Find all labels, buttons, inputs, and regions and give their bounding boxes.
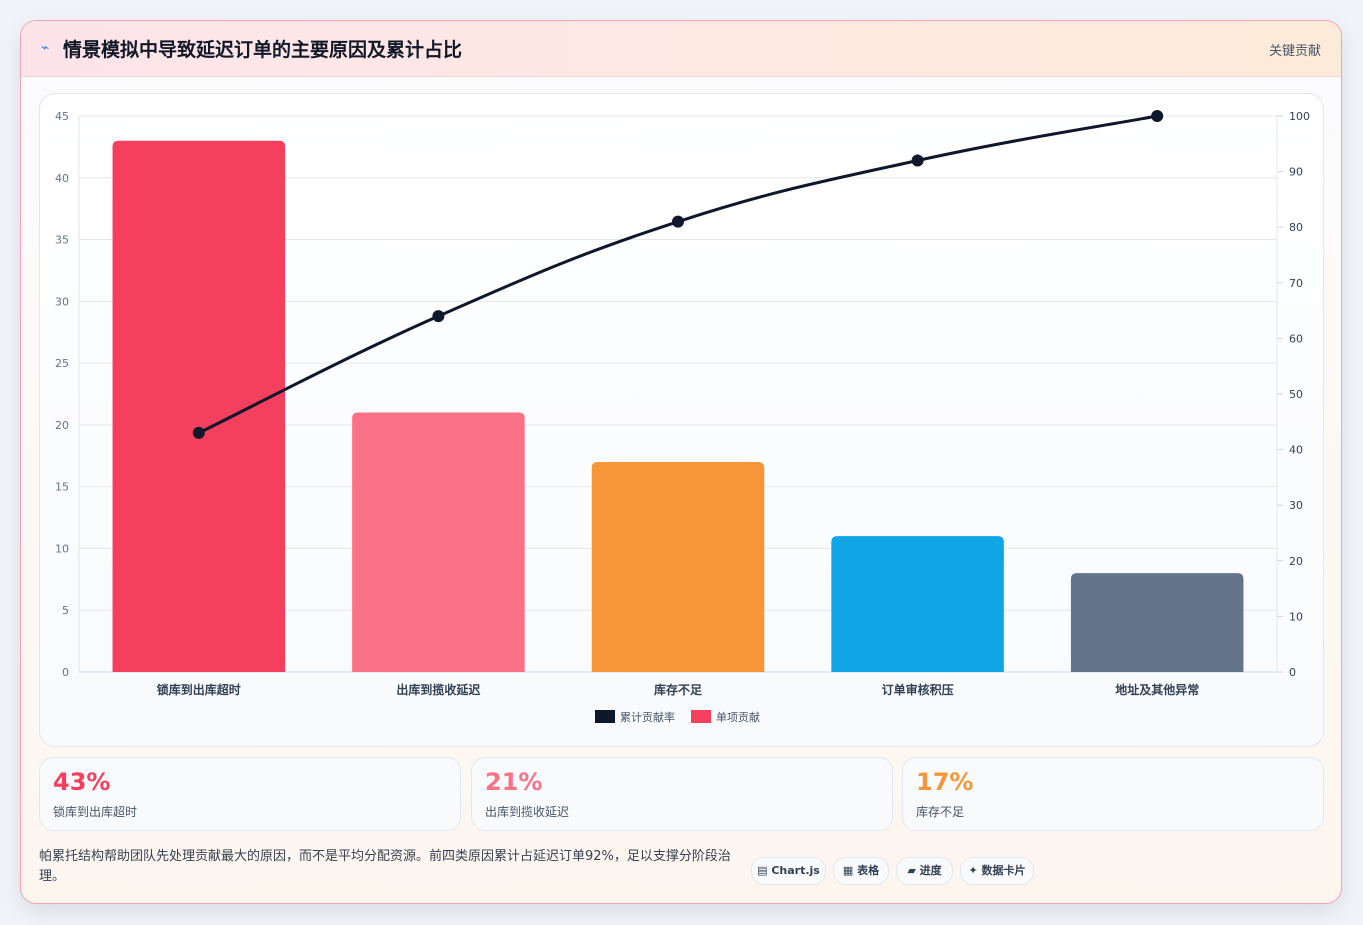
- summary-note: 帕累托结构帮助团队先处理贡献最大的原因，而不是平均分配资源。前四类原因累计占延迟…: [39, 849, 731, 884]
- cumulative-point-2: [432, 310, 445, 323]
- card-title: 情景模拟中导致延迟订单的主要原因及累计占比: [63, 39, 463, 61]
- chart-container: 0 5 10 15 20 25 30 35 40 45 0 10 20 30 40 50 60 70 80 90 100…: [39, 93, 1324, 747]
- left-axis-tick-label: 20: [55, 419, 69, 432]
- pareto-chart: 0 5 10 15 20 25 30 35 40 45 0 10 20 30 40 50 60 70 80 90 100…: [55, 110, 1310, 724]
- cumulative-point-3: [672, 215, 684, 228]
- chip-table[interactable]: ▦ 表格: [833, 857, 889, 885]
- x-axis-category-label: 出库到揽收延迟: [396, 682, 480, 697]
- x-axis-category-label: 地址及其他异常: [1115, 682, 1199, 697]
- left-axis-tick-label: 0: [62, 666, 69, 679]
- chip-progress[interactable]: ▰ 进度: [896, 857, 953, 885]
- right-axis-tick-label: 80: [1289, 221, 1303, 234]
- left-axis-tick-label: 40: [55, 172, 69, 185]
- left-axis-tick-label: 45: [55, 110, 69, 123]
- right-axis-tick-label: 90: [1289, 166, 1303, 179]
- right-axis-tick-label: 70: [1289, 277, 1303, 290]
- legend-swatch: [691, 710, 711, 723]
- chip-data-card[interactable]: ✦ 数据卡片: [960, 857, 1034, 885]
- pareto-card: ⌁ 情景模拟中导致延迟订单的主要原因及累计占比 关键贡献 0 5 10 15 20 25 3…: [20, 20, 1342, 904]
- cumulative-point-4: [911, 154, 924, 167]
- bar-3: [591, 461, 765, 672]
- cumulative-line: [198, 114, 1158, 435]
- stat-label: 库存不足: [916, 805, 965, 819]
- key-contribution-tag: 关键贡献: [1268, 44, 1321, 59]
- bar-1: [112, 140, 286, 672]
- right-axis-tick-label: 50: [1289, 388, 1303, 401]
- cumulative-point-5: [1151, 110, 1164, 122]
- left-axis-tick-label: 30: [55, 295, 69, 308]
- left-axis-tick-label: 35: [55, 234, 69, 247]
- right-axis-tick-label: 100: [1289, 110, 1310, 123]
- legend-label: 单项贡献: [716, 710, 760, 724]
- right-axis-tick-label: 0: [1289, 666, 1296, 679]
- left-axis-tick-label: 25: [55, 357, 69, 370]
- bolt-icon: ⌁: [41, 40, 50, 56]
- legend-label: 累计贡献率: [620, 710, 675, 724]
- stat-label: 锁库到出库超时: [53, 805, 138, 819]
- x-axis-category-label: 订单审核积压: [882, 682, 954, 697]
- cumulative-point-1: [192, 426, 205, 439]
- left-axis-tick-label: 15: [55, 481, 69, 494]
- legend-swatch: [595, 710, 615, 723]
- bar-4: [831, 536, 1004, 672]
- left-axis-tick-label: 5: [62, 604, 69, 617]
- right-axis-tick-label: 30: [1289, 499, 1303, 512]
- right-axis-tick-label: 10: [1289, 610, 1303, 623]
- stat-label: 出库到揽收延迟: [485, 805, 570, 819]
- card-header: ⌁ 情景模拟中导致延迟订单的主要原因及累计占比 关键贡献: [21, 21, 1341, 77]
- x-axis-category-label: 库存不足: [654, 682, 702, 697]
- left-axis-tick-label: 10: [55, 542, 69, 555]
- stat-card-3: 17% 库存不足: [902, 757, 1324, 831]
- right-axis-tick-label: 20: [1289, 555, 1303, 568]
- right-axis-tick-label: 60: [1289, 332, 1303, 345]
- bar-5: [1070, 573, 1244, 672]
- right-axis-tick-label: 40: [1289, 444, 1303, 457]
- bar-2: [352, 412, 525, 672]
- x-axis-category-label: 锁库到出库超时: [157, 682, 241, 697]
- stat-card-2: 21% 出库到揽收延迟: [471, 757, 893, 831]
- chip-chartjs[interactable]: ▤ Chart.js: [751, 857, 826, 885]
- stat-value: 43%: [53, 768, 111, 796]
- stat-value: 17%: [916, 768, 974, 796]
- stat-value: 21%: [485, 768, 543, 796]
- stat-card-1: 43% 锁库到出库超时: [39, 757, 461, 831]
